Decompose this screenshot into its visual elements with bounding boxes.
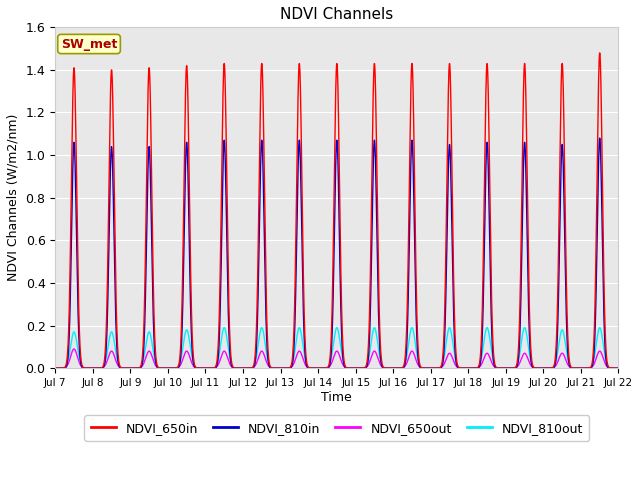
X-axis label: Time: Time bbox=[321, 391, 352, 404]
Title: NDVI Channels: NDVI Channels bbox=[280, 7, 394, 22]
Text: SW_met: SW_met bbox=[61, 37, 117, 50]
Y-axis label: NDVI Channels (W/m2/nm): NDVI Channels (W/m2/nm) bbox=[7, 114, 20, 281]
Legend: NDVI_650in, NDVI_810in, NDVI_650out, NDVI_810out: NDVI_650in, NDVI_810in, NDVI_650out, NDV… bbox=[84, 415, 589, 441]
